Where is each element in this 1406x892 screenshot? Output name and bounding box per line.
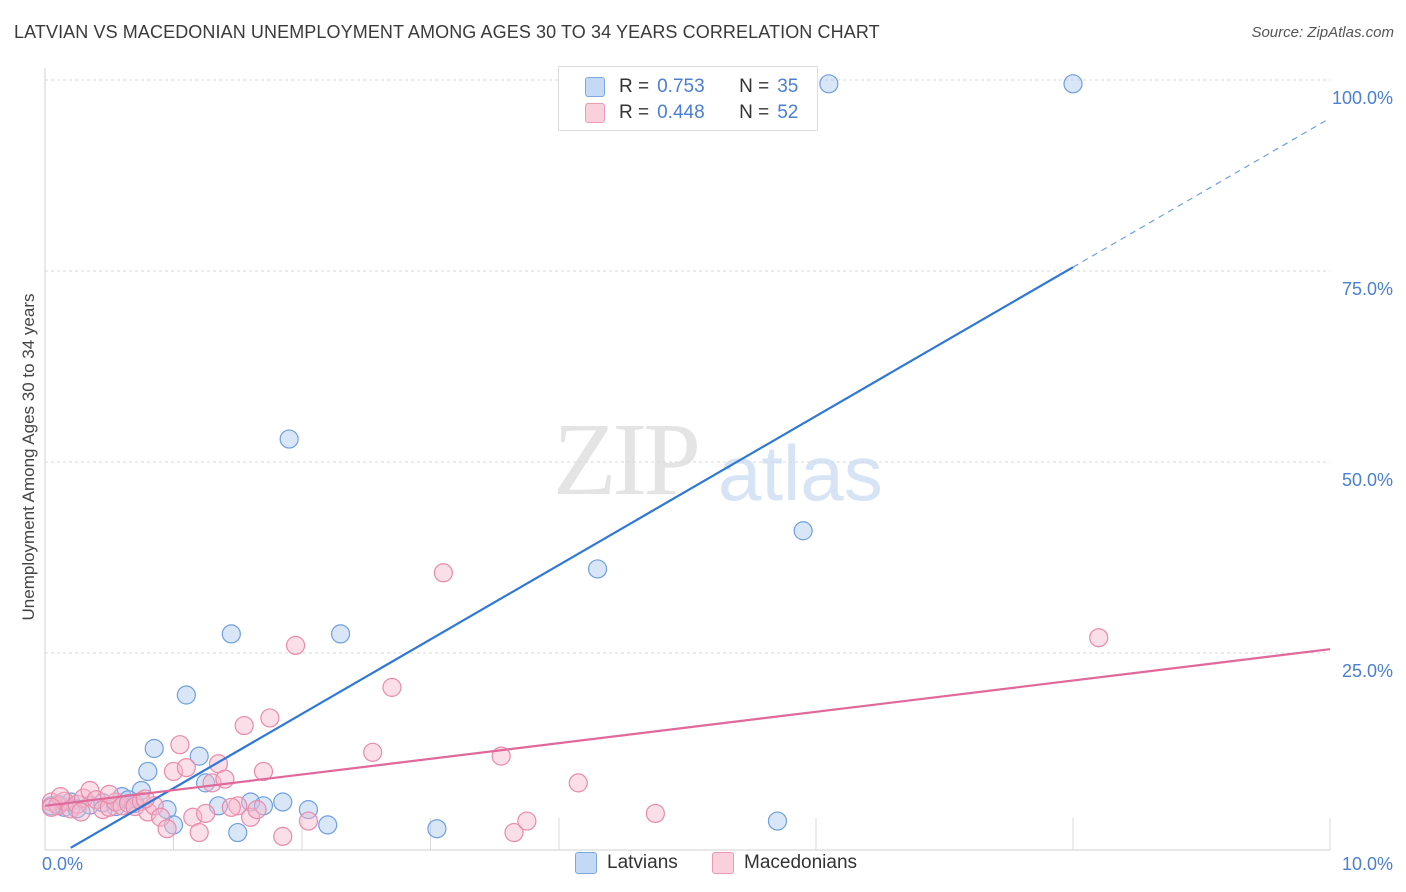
data-point — [228, 796, 248, 816]
stats-legend: R = 0.753 N = 35 R = 0.448 N = 52 — [558, 66, 818, 131]
data-point — [221, 624, 241, 644]
macedonians-legend-swatch — [712, 852, 734, 874]
data-point — [433, 563, 453, 583]
legend-n-value: 52 — [777, 102, 799, 123]
trend-line — [44, 648, 1331, 807]
bottom-legend-latvians: Latvians — [575, 852, 678, 874]
data-point — [568, 773, 588, 793]
legend-row-macedonians: R = 0.448 N = 52 — [585, 101, 798, 125]
data-point — [41, 797, 62, 817]
data-point — [221, 797, 241, 817]
x-tick-label: 10.0% — [1342, 854, 1393, 874]
chart-title: LATVIAN VS MACEDONIAN UNEMPLOYMENT AMONG… — [14, 22, 880, 42]
trend-line-extension — [1072, 117, 1331, 268]
trend-lines — [44, 117, 1331, 849]
y-axis-label: Unemployment Among Ages 30 to 34 years — [19, 294, 38, 621]
data-point — [279, 429, 299, 449]
tick-labels: 25.0% 50.0% 75.0% 100.0% 0.0% 10.0% — [42, 88, 1393, 874]
data-point — [241, 792, 261, 812]
legend-r-value: 0.448 — [657, 102, 705, 123]
bottom-legend-macedonians: Macedonians — [712, 852, 857, 874]
data-point — [517, 811, 537, 831]
data-point — [99, 784, 119, 804]
watermark-atlas: atlas — [718, 429, 883, 517]
data-point — [234, 715, 254, 736]
legend-r-label: R = — [619, 102, 650, 123]
data-point — [1089, 628, 1109, 648]
data-point — [202, 773, 222, 793]
data-point — [504, 822, 524, 843]
grid-lines — [45, 79, 1331, 850]
latvians-swatch — [585, 77, 605, 97]
y-tick-label: 25.0% — [1342, 661, 1393, 681]
data-point — [645, 803, 665, 824]
data-point — [767, 811, 788, 831]
legend-n-label: N = — [739, 102, 770, 123]
data-point — [382, 677, 402, 697]
macedonians-legend-label: Macedonians — [744, 852, 858, 873]
data-point — [138, 761, 158, 782]
source-label: Source: ZipAtlas.com — [1251, 24, 1394, 41]
x-tick-label: 0.0% — [42, 854, 83, 874]
y-tick-label: 100.0% — [1332, 88, 1393, 108]
data-point — [247, 800, 267, 820]
data-point — [176, 757, 196, 778]
legend-n-label: N = — [739, 76, 770, 97]
data-point — [285, 635, 306, 655]
y-tick-label: 75.0% — [1342, 279, 1393, 299]
data-point — [793, 521, 813, 541]
data-point — [196, 803, 216, 824]
data-point — [260, 708, 280, 728]
legend-r-value: 0.753 — [657, 76, 705, 97]
data-point — [298, 811, 319, 831]
latvians-points — [41, 74, 1083, 843]
latvians-legend-swatch — [575, 852, 597, 874]
legend-n-value: 35 — [777, 76, 799, 97]
data-point — [587, 559, 608, 579]
data-point — [144, 738, 164, 759]
axes — [44, 68, 1330, 851]
data-point — [273, 826, 293, 846]
data-point — [157, 819, 177, 839]
data-point — [151, 807, 171, 827]
trend-line — [70, 266, 1074, 849]
data-point — [1063, 74, 1083, 94]
legend-r-label: R = — [619, 76, 650, 97]
data-point — [363, 742, 383, 762]
data-point — [253, 761, 274, 782]
data-point — [318, 815, 338, 835]
macedonians-swatch — [585, 103, 605, 123]
data-point — [170, 735, 190, 755]
data-point — [241, 807, 261, 827]
data-point — [228, 822, 248, 843]
data-point — [298, 800, 319, 820]
data-point — [176, 685, 196, 705]
data-point — [163, 761, 184, 782]
data-point — [189, 822, 209, 843]
data-point — [189, 746, 209, 766]
data-point — [427, 819, 447, 839]
y-tick-label: 50.0% — [1342, 470, 1393, 490]
macedonians-points — [41, 563, 1109, 846]
latvians-legend-label: Latvians — [607, 852, 678, 873]
data-point — [71, 802, 91, 822]
data-point — [330, 624, 351, 644]
legend-row-latvians: R = 0.753 N = 35 — [585, 75, 798, 99]
data-point — [273, 792, 293, 812]
data-point — [819, 74, 839, 94]
